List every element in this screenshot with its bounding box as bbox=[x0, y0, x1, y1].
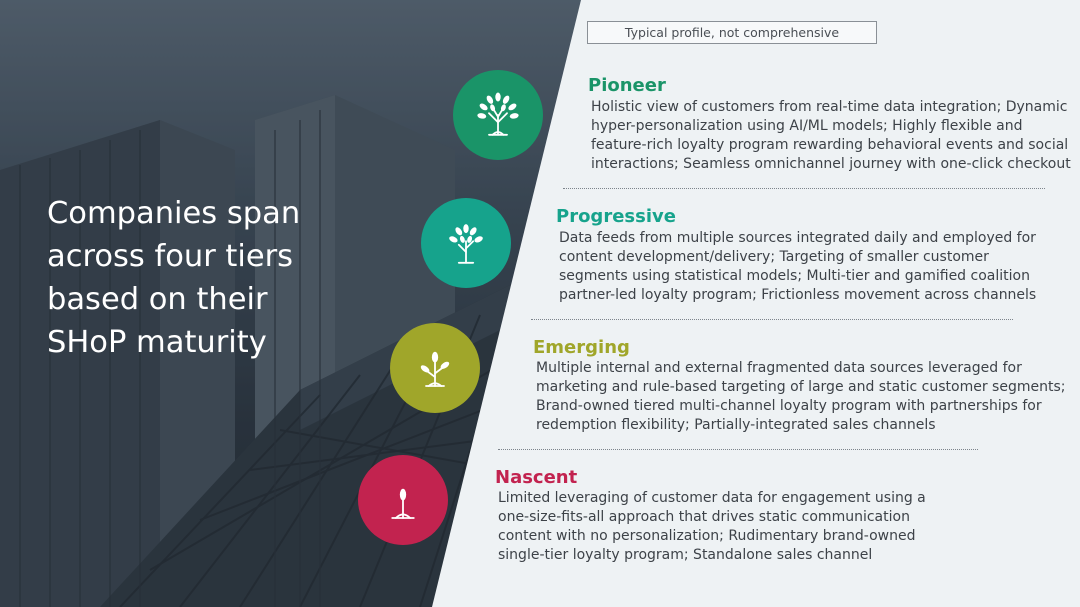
desc-line: one-size-fits-all approach that drives s… bbox=[498, 509, 910, 525]
tier-desc-emerging: Multiple internal and external fragmente… bbox=[536, 359, 1065, 435]
tier-desc-progressive: Data feeds from multiple sources integra… bbox=[559, 229, 1036, 305]
tier-desc-nascent: Limited leveraging of customer data for … bbox=[498, 489, 926, 565]
tier-title-progressive: Progressive bbox=[556, 206, 676, 227]
sprout-icon bbox=[391, 488, 415, 519]
tier-title-nascent: Nascent bbox=[495, 467, 578, 488]
desc-line: Brand-owned tiered multi-channel loyalty… bbox=[536, 398, 1042, 414]
tier-desc-pioneer: Holistic view of customers from real-tim… bbox=[591, 98, 1071, 174]
profile-note: Typical profile, not comprehensive bbox=[587, 21, 877, 44]
sapling-icon bbox=[420, 351, 450, 387]
headline: Companies span across four tiers based o… bbox=[47, 196, 301, 360]
full-tree-icon bbox=[477, 92, 519, 136]
desc-line: single-tier loyalty program; Standalone … bbox=[498, 547, 873, 563]
emerging-badge bbox=[390, 323, 480, 413]
desc-line: segments using statistical models; Multi… bbox=[559, 268, 1030, 284]
desc-line: marketing and rule-based targeting of la… bbox=[536, 379, 1066, 395]
desc-line: hyper-personalization using AI/ML models… bbox=[591, 118, 1023, 134]
tier-divider bbox=[563, 188, 1045, 189]
nascent-badge bbox=[358, 455, 448, 545]
progressive-badge bbox=[421, 198, 511, 288]
desc-line: feature-rich loyalty program rewarding b… bbox=[591, 137, 1069, 153]
desc-line: partner-led loyalty program; Frictionles… bbox=[559, 287, 1037, 303]
growing-tree-icon bbox=[449, 224, 483, 264]
desc-line: interactions; Seamless omnichannel journ… bbox=[591, 156, 1071, 172]
desc-line: Holistic view of customers from real-tim… bbox=[591, 99, 1068, 115]
tier-divider bbox=[498, 449, 978, 450]
tier-title-emerging: Emerging bbox=[533, 337, 630, 358]
desc-line: Data feeds from multiple sources integra… bbox=[559, 230, 1036, 246]
desc-line: Multiple internal and external fragmente… bbox=[536, 360, 1022, 376]
desc-line: content development/delivery; Targeting … bbox=[559, 249, 989, 265]
tier-title-pioneer: Pioneer bbox=[588, 75, 666, 96]
desc-line: redemption flexibility; Partially-integr… bbox=[536, 417, 936, 433]
desc-line: Limited leveraging of customer data for … bbox=[498, 490, 926, 506]
pioneer-badge bbox=[453, 70, 543, 160]
tier-divider bbox=[531, 319, 1013, 320]
desc-line: content with no personalization; Rudimen… bbox=[498, 528, 916, 544]
